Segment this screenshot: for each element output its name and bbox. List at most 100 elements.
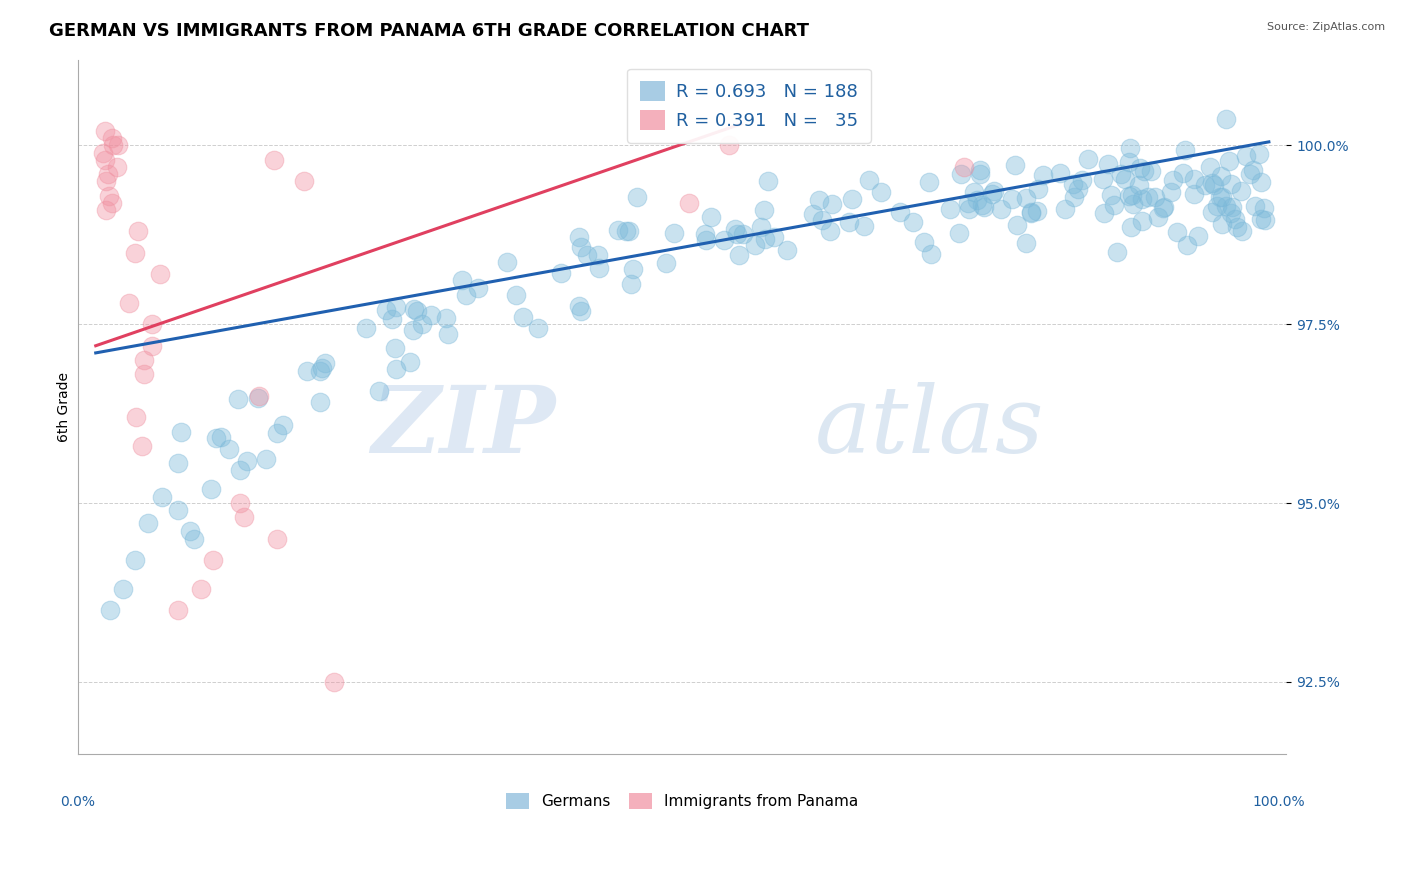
Point	[202, 553, 225, 567]
Point	[1054, 202, 1077, 216]
Text: 0.0%: 0.0%	[60, 795, 96, 809]
Point	[1244, 199, 1267, 213]
Point	[807, 193, 830, 207]
Point	[411, 318, 433, 332]
Point	[1032, 168, 1054, 182]
Point	[136, 516, 159, 531]
Point	[973, 200, 995, 214]
Point	[247, 389, 270, 403]
Point	[1223, 212, 1246, 227]
Point	[451, 273, 474, 287]
Point	[1019, 206, 1042, 220]
Point	[218, 442, 240, 457]
Point	[263, 153, 285, 167]
Point	[368, 384, 391, 398]
Point	[912, 235, 935, 249]
Point	[1109, 167, 1132, 181]
Point	[1226, 220, 1249, 235]
Point	[754, 232, 776, 246]
Point	[381, 312, 404, 326]
Point	[1119, 220, 1142, 235]
Point	[100, 131, 122, 145]
Point	[246, 391, 269, 405]
Point	[311, 360, 333, 375]
Point	[1209, 169, 1232, 183]
Point	[1201, 205, 1223, 219]
Point	[901, 215, 924, 229]
Point	[655, 256, 678, 270]
Point	[1121, 187, 1143, 202]
Point	[150, 490, 173, 504]
Point	[1201, 176, 1223, 190]
Text: GERMAN VS IMMIGRANTS FROM PANAMA 6TH GRADE CORRELATION CHART: GERMAN VS IMMIGRANTS FROM PANAMA 6TH GRA…	[49, 22, 810, 40]
Point	[105, 160, 128, 174]
Point	[200, 482, 222, 496]
Point	[1184, 186, 1206, 201]
Point	[149, 267, 172, 281]
Point	[124, 553, 146, 567]
Point	[399, 355, 422, 369]
Point	[297, 364, 319, 378]
Point	[838, 215, 860, 229]
Point	[91, 145, 114, 160]
Point	[1194, 178, 1216, 192]
Point	[384, 341, 406, 355]
Point	[1204, 178, 1226, 193]
Point	[273, 417, 295, 432]
Point	[1133, 163, 1156, 178]
Point	[94, 202, 117, 217]
Point	[1208, 189, 1230, 203]
Point	[1230, 224, 1253, 238]
Point	[1107, 245, 1129, 260]
Point	[731, 227, 754, 242]
Point	[190, 582, 212, 596]
Point	[97, 167, 120, 181]
Point	[404, 302, 426, 317]
Point	[713, 233, 735, 247]
Point	[1004, 158, 1026, 172]
Point	[1146, 210, 1168, 224]
Point	[621, 261, 644, 276]
Point	[744, 238, 766, 252]
Point	[939, 202, 962, 216]
Point	[616, 224, 638, 238]
Point	[1211, 190, 1233, 204]
Point	[1166, 225, 1188, 239]
Point	[1102, 198, 1125, 212]
Point	[98, 603, 121, 617]
Point	[1118, 154, 1140, 169]
Point	[1077, 152, 1099, 166]
Point	[266, 532, 288, 546]
Point	[1152, 201, 1174, 215]
Point	[205, 431, 228, 445]
Point	[626, 190, 648, 204]
Point	[1215, 112, 1237, 126]
Point	[725, 227, 748, 242]
Text: atlas: atlas	[815, 383, 1045, 473]
Point	[763, 229, 786, 244]
Point	[308, 394, 330, 409]
Point	[132, 368, 155, 382]
Point	[607, 223, 630, 237]
Point	[308, 364, 330, 378]
Point	[356, 320, 378, 334]
Point	[209, 430, 232, 444]
Point	[1253, 213, 1275, 227]
Text: Source: ZipAtlas.com: Source: ZipAtlas.com	[1267, 22, 1385, 32]
Point	[1211, 217, 1233, 231]
Point	[1250, 212, 1272, 227]
Point	[1253, 202, 1275, 216]
Point	[1092, 206, 1115, 220]
Point	[550, 267, 572, 281]
Point	[314, 356, 336, 370]
Point	[569, 240, 592, 254]
Point	[1239, 167, 1261, 181]
Point	[323, 675, 346, 690]
Point	[1229, 184, 1251, 198]
Point	[820, 197, 842, 211]
Point	[752, 203, 775, 218]
Point	[1119, 141, 1142, 155]
Point	[990, 202, 1012, 217]
Point	[957, 202, 980, 216]
Point	[869, 186, 891, 200]
